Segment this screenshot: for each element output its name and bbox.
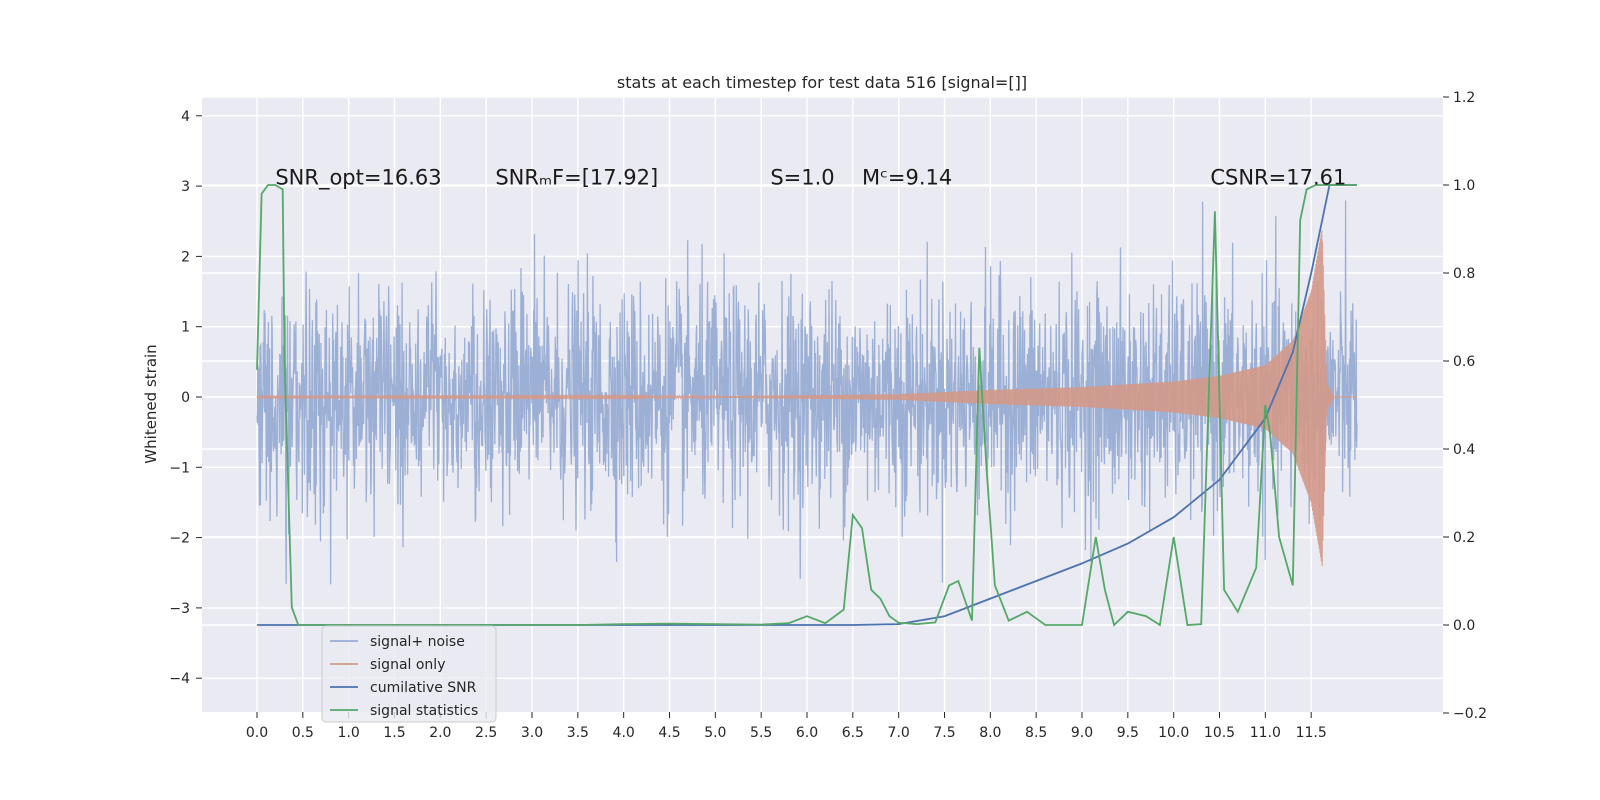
x-tick-label: 8.5 (1025, 725, 1047, 741)
y2-tick-label: 0.8 (1453, 266, 1475, 282)
series-layer (256, 184, 1358, 627)
legend-entry: signal statistics (370, 703, 478, 719)
legend: signal+ noise signal only cumilative SNR si… (321, 625, 497, 723)
ticks-layer: 4 3 2 1 0 −1 −2 −3 −4 1.2 1.0 0.8 0.6 0.4 0.2 0.0 −0.2 0.… (169, 90, 1487, 741)
y-tick-label: 4 (181, 109, 190, 125)
x-tick-label: 9.0 (1071, 725, 1093, 741)
annotation-1: SNRₘF=[17.92] (495, 166, 658, 190)
x-tick-label: 7.0 (888, 725, 910, 741)
x-tick-label: 1.5 (383, 725, 405, 741)
y2-tick-label: 1.0 (1453, 178, 1475, 194)
y-tick-label: −1 (169, 460, 190, 476)
x-tick-label: 1.0 (338, 725, 360, 741)
x-tick-label: 0.5 (292, 725, 314, 741)
x-tick-label: 4.5 (658, 725, 680, 741)
series-cumulative-snr-line (257, 184, 1357, 626)
annotations: SNR_opt=16.63 SNRₘF=[17.92] S=1.0 Mᶜ=9.14 CS… (275, 166, 1346, 191)
y-tick-label: 2 (181, 249, 190, 265)
y-axis-label: Whitened strain (142, 344, 160, 463)
annotation-0: SNR_opt=16.63 (275, 166, 441, 191)
x-tick-label: 8.0 (979, 725, 1001, 741)
y-tick-label: 3 (181, 179, 190, 195)
x-tick-label: 0.0 (246, 725, 268, 741)
series-signal-only-line (256, 230, 1357, 566)
x-grid (256, 97, 1312, 712)
x-tick-label: 9.5 (1117, 725, 1139, 741)
x-tick-label: 6.0 (796, 725, 818, 741)
x-tick-label: 2.0 (429, 725, 451, 741)
x-tick-label: 4.0 (613, 725, 635, 741)
y2-tick-label: 1.2 (1453, 90, 1475, 106)
y-tick-label: −3 (169, 601, 190, 617)
y2-tick-label: 0.2 (1453, 530, 1475, 546)
x-tick-label: 11.0 (1250, 725, 1281, 741)
annotation-4: CSNR=17.61 (1210, 166, 1346, 190)
y2-tick-label: 0.6 (1453, 354, 1475, 370)
series-signal-statistics-line (256, 184, 1357, 627)
x-tick-label: 10.5 (1204, 725, 1235, 741)
x-tick-label: 6.5 (842, 725, 864, 741)
x-tick-label: 10.0 (1158, 725, 1189, 741)
y2-tick-label: −0.2 (1453, 706, 1487, 722)
x-tick-label: 3.0 (521, 725, 543, 741)
y-tick-label: 0 (181, 390, 190, 406)
x-tick-label: 5.5 (750, 725, 772, 741)
y-tick-label: −2 (169, 531, 190, 547)
y-tick-label: 1 (181, 320, 190, 336)
x-tick-label: 3.5 (567, 725, 589, 741)
x-tick-label: 7.5 (933, 725, 955, 741)
chart-title: stats at each timestep for test data 516… (617, 73, 1027, 92)
series-signal-noise-line (256, 200, 1358, 585)
y2-tick-label: 0.0 (1453, 618, 1475, 634)
x-tick-label: 2.5 (475, 725, 497, 741)
y2-tick-label: 0.4 (1453, 442, 1475, 458)
x-tick-label: 5.0 (704, 725, 726, 741)
legend-box (321, 625, 497, 723)
annotation-3: Mᶜ=9.14 (862, 166, 952, 190)
legend-entry: signal only (370, 657, 445, 673)
legend-entry: cumilative SNR (370, 680, 477, 696)
annotation-2: S=1.0 (770, 166, 834, 190)
legend-entry: signal+ noise (370, 634, 465, 650)
x-tick-label: 11.5 (1296, 725, 1327, 741)
y-tick-label: −4 (169, 671, 190, 687)
